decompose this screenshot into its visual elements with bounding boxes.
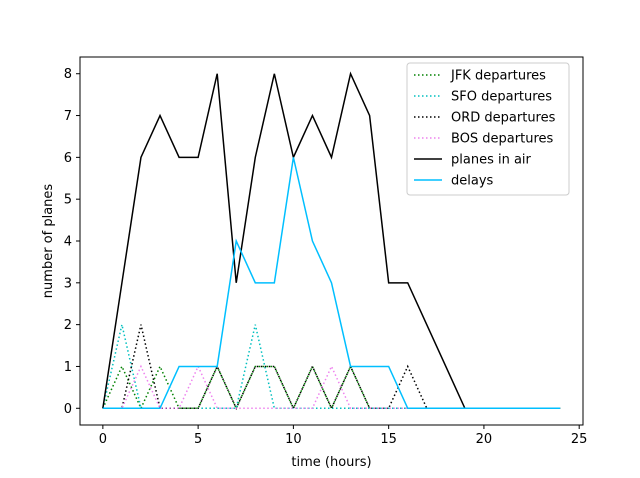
legend-label-sfo-departures: SFO departures: [451, 90, 552, 105]
x-tick-label: 25: [571, 432, 588, 447]
x-tick-label: 10: [285, 432, 302, 447]
series-line-delays: [102, 157, 561, 410]
x-tick-label: 5: [194, 432, 202, 447]
legend: JFK departures SFO departures ORD departur…: [406, 62, 570, 196]
legend-label-jfk-departures: JFK departures: [450, 69, 546, 84]
series-line-sfo-departures: [102, 324, 561, 410]
y-tick-label: 8: [64, 67, 72, 82]
x-axis-label: time (hours): [291, 455, 371, 470]
y-axis-ticks: 0 1 2 3 4 5 6 7 8: [64, 67, 80, 417]
x-tick-label: 15: [380, 432, 397, 447]
y-tick-label: 1: [64, 360, 72, 375]
y-tick-label: 7: [64, 109, 72, 124]
legend-label-planes-in-air: planes in air: [451, 153, 532, 168]
series-line-jfk-departures: [102, 364, 561, 411]
y-tick-label: 5: [64, 193, 72, 208]
x-axis-ticks: 0 5 10 15 20 25: [99, 425, 588, 447]
plot-lines: [102, 71, 561, 411]
y-tick-label: 0: [64, 402, 72, 417]
y-tick-label: 3: [64, 276, 72, 291]
y-tick-label: 6: [64, 151, 72, 166]
y-tick-label: 2: [64, 318, 72, 333]
legend-label-ord-departures: ORD departures: [451, 111, 556, 126]
series-line-bos-departures: [102, 364, 561, 410]
legend-label-delays: delays: [451, 174, 494, 189]
legend-box: [406, 62, 570, 196]
y-axis-label: number of planes: [41, 184, 56, 299]
x-tick-label: 0: [99, 432, 107, 447]
legend-label-bos-departures: BOS departures: [451, 132, 554, 147]
y-tick-label: 4: [64, 235, 72, 250]
series-line-ord-departures: [102, 324, 561, 411]
x-tick-label: 20: [476, 432, 493, 447]
